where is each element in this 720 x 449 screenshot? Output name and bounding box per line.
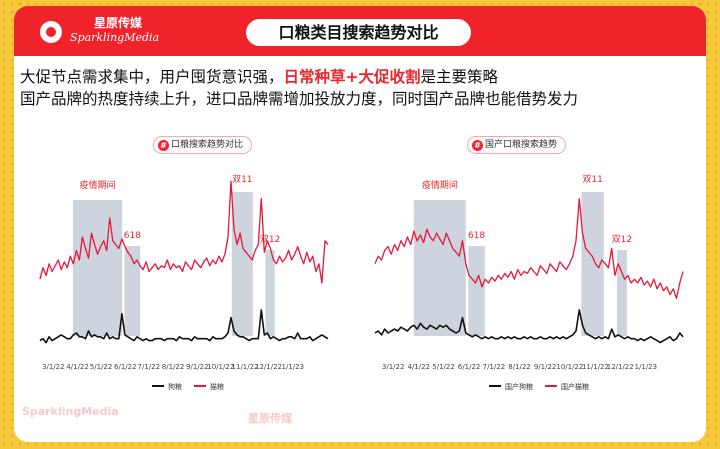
x-tick-label: 7/1/22 bbox=[483, 363, 506, 371]
x-tick-label: 12/1/22 bbox=[255, 363, 282, 371]
hashtag-icon: # bbox=[472, 140, 483, 151]
x-tick-label: 1/1/23 bbox=[635, 363, 658, 371]
subtitle-highlight: 日常种草+大促收割 bbox=[283, 68, 421, 86]
x-tick-label: 11/1/22 bbox=[232, 363, 259, 371]
x-tick-label: 10/1/22 bbox=[556, 363, 583, 371]
x-tick-label: 7/1/22 bbox=[138, 363, 161, 371]
series-line bbox=[374, 197, 684, 300]
annotation-label: 疫情期间 bbox=[80, 179, 116, 191]
header-bar: 星原传媒 SparklingMedia 口粮类目搜索趋势对比 bbox=[14, 6, 706, 56]
chart-right-plot: 疫情期间 618 双11 双12 3/1/22 4/1/22 5/1/22 6/1/22 7/1… bbox=[374, 174, 684, 391]
x-tick-label: 11/1/22 bbox=[582, 363, 609, 371]
brand-logo-icon bbox=[40, 21, 62, 43]
series-line bbox=[39, 309, 329, 344]
annotation-box bbox=[72, 200, 123, 336]
annotation-box bbox=[265, 250, 275, 336]
x-tick-label: 3/1/22 bbox=[42, 363, 65, 371]
x-tick-label: 9/1/22 bbox=[186, 363, 209, 371]
subtitle-line-1-pre: 大促节点需求集中，用户囤货意识强， bbox=[20, 68, 284, 86]
page-title: 口粮类目搜索趋势对比 bbox=[246, 19, 471, 46]
chart-left-plot: 疫情期间 618 双11 双12 3/1/22 4/1/22 5/1/22 6/1/22 7/1… bbox=[39, 174, 329, 391]
annotation-box bbox=[616, 250, 627, 336]
legend-label: 国产狗粮 bbox=[505, 382, 533, 391]
legend-label: 狗粮 bbox=[168, 382, 182, 391]
annotation-box bbox=[581, 192, 604, 336]
legend-label: 国产猫粮 bbox=[561, 382, 589, 391]
x-tick-label: 6/1/22 bbox=[458, 363, 481, 371]
x-tick-label: 8/1/22 bbox=[162, 363, 185, 371]
watermark-brand-cn: 星原传媒 bbox=[248, 412, 292, 425]
x-tick-label: 5/1/22 bbox=[432, 363, 455, 371]
subtitle-line-1: 大促节点需求集中，用户囤货意识强，日常种草+大促收割是主要策略 bbox=[20, 66, 680, 88]
chart-left-title: # 口粮搜索趋势对比 bbox=[153, 136, 253, 154]
annotation-label: 618 bbox=[468, 231, 485, 241]
x-tick-label: 10/1/22 bbox=[207, 363, 234, 371]
watermark-brand: SparklingMedia bbox=[22, 405, 119, 418]
hashtag-icon: # bbox=[158, 140, 169, 151]
subtitle-line-1-post: 是主要策略 bbox=[420, 68, 499, 86]
chart-right-title: # 国产口粮搜索趋势 bbox=[467, 136, 567, 154]
annotation-label: 疫情期间 bbox=[422, 179, 458, 191]
brand-name-cn: 星原传媒 bbox=[94, 16, 143, 30]
series-line bbox=[374, 309, 684, 344]
annotation-box bbox=[468, 246, 485, 336]
subtitle-line-2: 国产品牌的热度持续上升，进口品牌需增加投放力度，同时国产品牌也能借势发力 bbox=[20, 90, 579, 108]
x-tick-label: 12/1/22 bbox=[607, 363, 634, 371]
annotation-box bbox=[231, 192, 253, 336]
brand-name-en: SparklingMedia bbox=[70, 31, 160, 44]
chart-right-title-text: 国产口粮搜索趋势 bbox=[485, 140, 558, 150]
subtitle-text: 大促节点需求集中，用户囤货意识强，日常种草+大促收割是主要策略 国产品牌的热度持… bbox=[20, 66, 680, 110]
annotation-label: 618 bbox=[124, 231, 141, 241]
x-tick-label: 8/1/22 bbox=[508, 363, 531, 371]
annotation-box bbox=[413, 200, 466, 336]
x-tick-label: 9/1/22 bbox=[534, 363, 557, 371]
annotation-label: 双11 bbox=[582, 174, 602, 185]
x-tick-label: 4/1/22 bbox=[407, 363, 430, 371]
x-tick-label: 1/1/23 bbox=[282, 363, 305, 371]
x-tick-label: 5/1/22 bbox=[90, 363, 113, 371]
series-line bbox=[39, 180, 329, 284]
chart-left-title-text: 口粮搜索趋势对比 bbox=[171, 140, 244, 150]
x-tick-label: 4/1/22 bbox=[66, 363, 89, 371]
x-tick-label: 3/1/22 bbox=[382, 363, 405, 371]
annotation-box bbox=[124, 246, 141, 336]
chart-left: # 口粮搜索趋势对比 疫情期间 618 双11 双12 3/1/22 4/1/22 5/1/2… bbox=[28, 124, 366, 396]
annotation-label: 双11 bbox=[232, 174, 252, 185]
x-tick-label: 6/1/22 bbox=[114, 363, 137, 371]
legend-label: 猫粮 bbox=[210, 382, 224, 391]
annotation-label: 双12 bbox=[260, 234, 280, 245]
annotation-label: 双12 bbox=[612, 234, 632, 245]
chart-right: # 国产口粮搜索趋势 疫情期间 618 双11 双12 3/1/22 4/1/22 5/1/2… bbox=[367, 124, 705, 396]
